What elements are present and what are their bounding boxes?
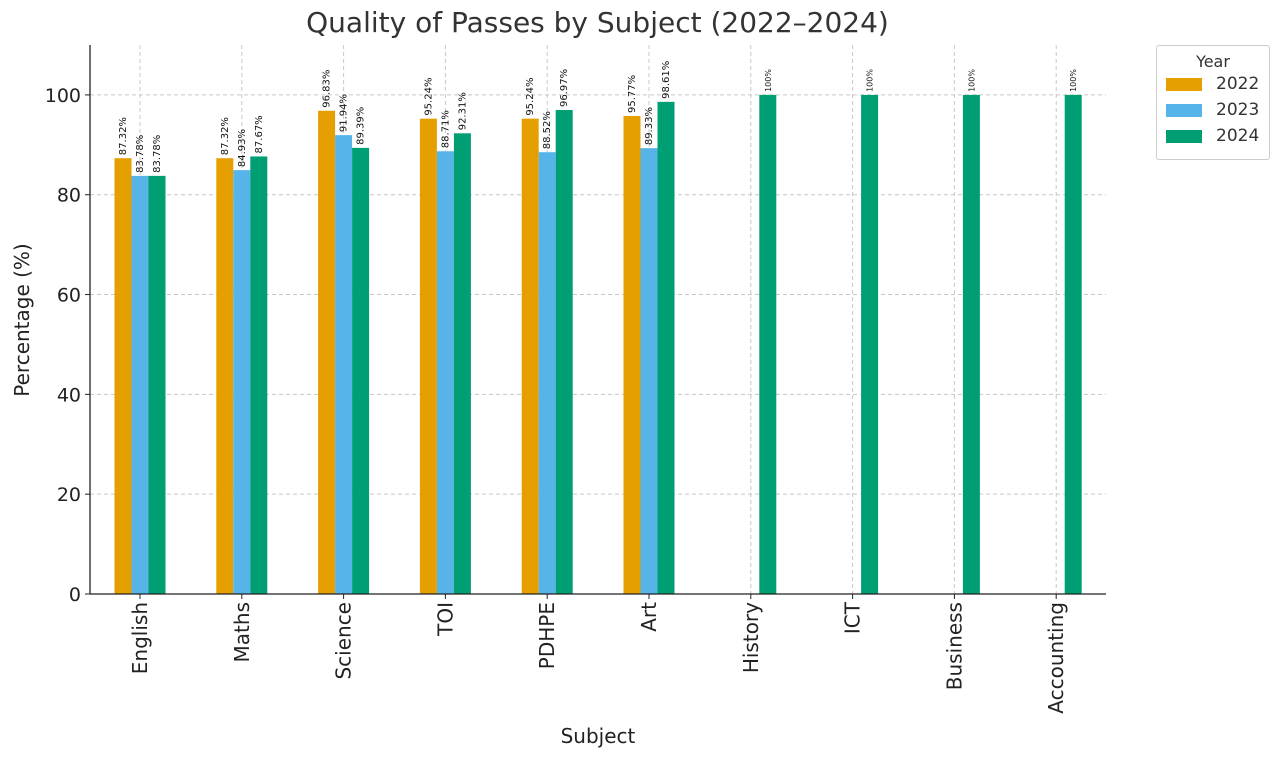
bar-2024-art <box>657 101 675 595</box>
bar-value-label: 84.93% <box>237 129 248 167</box>
bar-value-label: 89.33% <box>644 107 655 145</box>
bar-2024-english <box>148 175 166 594</box>
legend-item-2022: 2022 <box>1157 71 1269 97</box>
x-tick-label: ICT <box>841 601 865 634</box>
bar-2024-business <box>962 94 980 594</box>
y-tick-label: 60 <box>57 285 81 307</box>
legend-swatch <box>1166 77 1202 91</box>
legend-label: 2024 <box>1216 126 1260 146</box>
x-tick-label: English <box>128 602 152 674</box>
legend-label: 2022 <box>1216 74 1260 94</box>
bar-2022-toi <box>419 118 437 594</box>
bar-2024-history <box>759 94 777 594</box>
bar-2023-art <box>640 148 658 594</box>
bar-value-label: 92.31% <box>457 92 468 130</box>
bar-2024-toi <box>453 133 471 594</box>
bar-value-label: 87.32% <box>220 117 231 155</box>
bar-value-label: 89.39% <box>356 107 367 145</box>
bar-value-label: 95.24% <box>525 78 536 116</box>
bar-value-label: 83.78% <box>152 135 163 173</box>
x-tick-label: Art <box>637 602 661 632</box>
x-tick-label: TOI <box>433 602 457 637</box>
bar-2022-pdhpe <box>521 118 539 594</box>
bar-value-label: 96.83% <box>322 70 333 108</box>
bar-2024-accounting <box>1064 94 1082 594</box>
legend-item-2024: 2024 <box>1157 123 1269 149</box>
x-axis-label: Subject <box>560 724 636 748</box>
y-axis-label: Percentage (%) <box>10 243 34 397</box>
bar-value-label: 98.61% <box>661 61 672 99</box>
bar-value-label: 100% <box>1069 69 1078 92</box>
bar-value-label: 87.67% <box>254 115 265 153</box>
bar-2022-art <box>623 116 641 595</box>
y-tick-label: 100 <box>45 85 81 107</box>
x-tick-label: Accounting <box>1044 602 1068 714</box>
bar-2024-pdhpe <box>555 110 573 594</box>
chart-title: Quality of Passes by Subject (2022–2024) <box>306 6 889 39</box>
bar-2024-ict <box>861 94 879 594</box>
bar-value-label: 83.78% <box>135 135 146 173</box>
bar-value-label: 87.32% <box>118 117 129 155</box>
x-tick-label: Science <box>332 602 356 680</box>
legend-swatch <box>1166 103 1202 117</box>
y-tick-label: 40 <box>57 384 81 406</box>
bar-2023-pdhpe <box>538 152 556 595</box>
y-tick-label: 20 <box>57 484 81 506</box>
bar-value-label: 95.24% <box>423 78 434 116</box>
x-tick-label: Business <box>942 602 966 690</box>
bar-2022-english <box>114 158 132 594</box>
bar-value-label: 95.77% <box>627 75 638 113</box>
y-tick-label: 0 <box>69 584 81 606</box>
bar-2023-science <box>335 135 353 595</box>
bar-value-label: 100% <box>866 69 875 92</box>
bar-2024-science <box>352 147 370 594</box>
bar-2023-toi <box>436 151 454 594</box>
legend-title: Year <box>1196 52 1230 71</box>
bar-value-label: 100% <box>764 69 773 92</box>
y-tick-label: 80 <box>57 185 81 207</box>
bar-2023-english <box>131 175 149 594</box>
legend: Year 2022 2023 2024 <box>1156 45 1270 160</box>
bar-2022-science <box>318 110 336 594</box>
bar-value-label: 88.71% <box>440 110 451 148</box>
legend-swatch <box>1166 129 1202 143</box>
legend-label: 2023 <box>1216 100 1260 120</box>
bar-value-label: 100% <box>967 69 976 92</box>
x-tick-label: Maths <box>230 602 254 662</box>
bar-value-label: 96.97% <box>559 69 570 107</box>
legend-item-2023: 2023 <box>1157 97 1269 123</box>
bar-value-label: 88.52% <box>542 111 553 149</box>
bar-2024-maths <box>250 156 268 594</box>
x-tick-label: PDHPE <box>535 602 559 669</box>
bar-2022-maths <box>216 158 234 594</box>
x-tick-label: History <box>739 602 763 673</box>
bar-value-label: 91.94% <box>339 94 350 132</box>
bar-2023-maths <box>233 170 251 595</box>
